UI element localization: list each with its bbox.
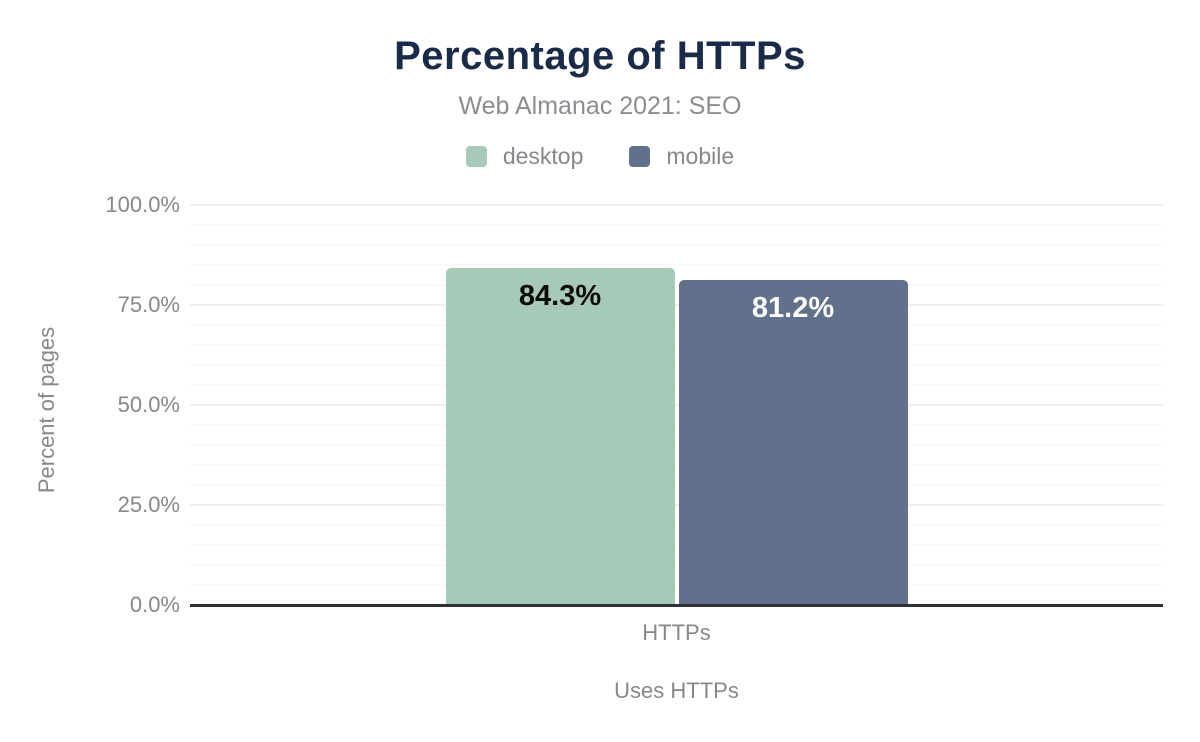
legend: desktop mobile [0,143,1200,170]
x-tick-label: HTTPs [642,620,711,645]
minor-gridline-70 [190,324,1163,326]
y-tick-0: 0.0% [129,592,180,617]
bar-value-desktop: 84.3% [518,279,602,312]
y-axis-ticks: 0.0% 25.0% 50.0% 75.0% 100.0% [0,194,180,616]
minor-gridline-15 [190,544,1163,546]
y-tick-100: 100.0% [105,192,180,217]
minor-gridline-60 [190,364,1163,366]
bar-value-mobile: 81.2% [751,292,835,325]
x-axis-title: Uses HTTPs [614,678,739,703]
chart-subtitle: Web Almanac 2021: SEO [458,92,742,120]
bar-desktop: 84.3% [445,267,675,605]
major-gridline-50 [190,404,1163,406]
minor-gridline-35 [190,464,1163,466]
minor-gridline-5 [190,584,1163,586]
plot-area: 84.3% 81.2% [190,204,1163,607]
minor-gridline-85 [190,264,1163,266]
legend-item-mobile: mobile [629,143,734,170]
minor-gridline-10 [190,564,1163,566]
minor-gridline-80 [190,284,1163,286]
minor-gridline-55 [190,384,1163,386]
minor-gridline-40 [190,444,1163,446]
minor-gridline-65 [190,344,1163,346]
minor-gridline-30 [190,484,1163,486]
y-tick-75: 75.0% [117,292,180,317]
y-tick-25: 25.0% [117,492,180,517]
bar-group: 84.3% 81.2% [445,205,908,605]
legend-swatch-desktop [465,146,487,167]
chart-title: Percentage of HTTPs [394,34,806,78]
x-axis-line [190,604,1163,607]
y-tick-50: 50.0% [117,392,180,417]
legend-label-desktop: desktop [502,143,584,169]
legend-label-mobile: mobile [666,143,735,169]
minor-gridline-90 [190,244,1163,246]
minor-gridline-95 [190,224,1163,226]
bar-mobile: 81.2% [678,280,908,605]
major-gridline-100 [190,204,1163,206]
major-gridline-75 [190,304,1163,306]
minor-gridline-20 [190,524,1163,526]
major-gridline-25 [190,504,1163,506]
legend-item-desktop: desktop [465,143,584,170]
legend-swatch-mobile [629,146,651,167]
minor-gridline-45 [190,424,1163,426]
